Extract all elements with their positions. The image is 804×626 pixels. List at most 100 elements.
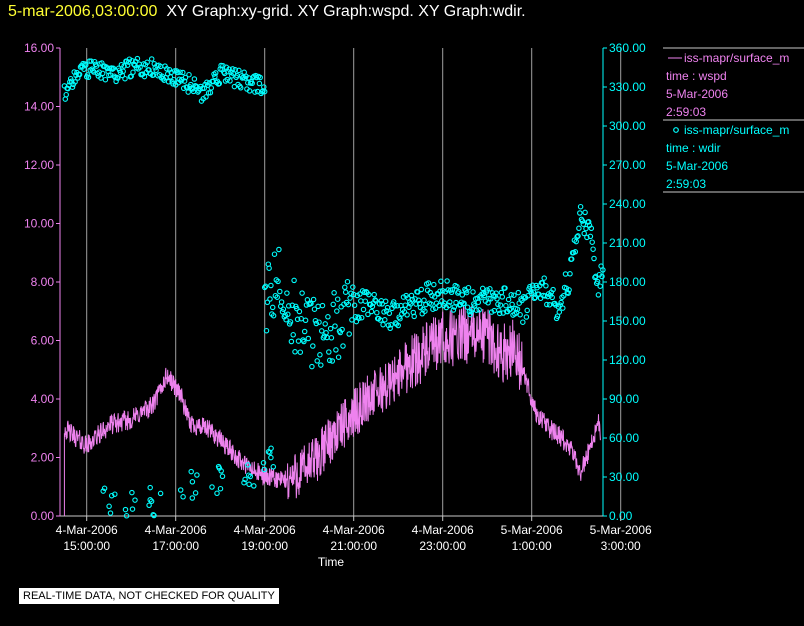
wdir-point [549, 294, 555, 301]
wdir-point [212, 73, 218, 80]
wdir-point [237, 85, 244, 91]
timestamp: 5-mar-2006,03:00:00 [8, 3, 158, 20]
wdir-point [126, 56, 133, 62]
wdir-point [556, 309, 563, 315]
wdir-point [199, 85, 206, 92]
legend-wdir-time: 2:59:03 [666, 177, 706, 191]
legend-wdir-var: time : wdir [666, 141, 721, 155]
wdir-point [444, 278, 450, 284]
wdir-point [280, 306, 287, 312]
wdir-point [318, 362, 324, 368]
wdir-point [83, 62, 89, 68]
wdir-point [374, 309, 380, 316]
wdir-point [122, 506, 129, 513]
wdir-point [315, 303, 321, 310]
wdir-point [358, 314, 365, 321]
wdir-point [69, 84, 76, 90]
wdir-point [502, 285, 508, 291]
wdir-point [463, 289, 470, 296]
wdir-point [311, 306, 318, 312]
wdir-point [508, 292, 514, 298]
wdir-point [322, 321, 328, 327]
wdir-point [499, 294, 506, 300]
x-tick-date: 4-Mar-2006 [323, 523, 385, 537]
wdir-point [171, 76, 177, 83]
y-left-tick-label: 14.00 [24, 100, 54, 114]
x-tick-time: 1:00:00 [512, 539, 552, 553]
x-tick-date: 4-Mar-2006 [412, 523, 474, 537]
x-tick-time: 15:00:00 [63, 539, 110, 553]
wdir-point [382, 298, 389, 305]
wdir-point [537, 295, 544, 302]
wdir-point [360, 306, 367, 313]
wdir-point [387, 325, 393, 332]
wdir-point [304, 297, 311, 303]
wdir-point [475, 299, 482, 306]
wdir-point [326, 357, 333, 364]
x-ticks: 4-Mar-2006 15:00:00 4-Mar-2006 17:00:00 4-Ma… [56, 516, 652, 553]
wdir-point [509, 301, 515, 308]
wdir-point [247, 473, 254, 480]
wdir-point [572, 249, 579, 255]
wdir-point [165, 79, 172, 85]
wdir-point [264, 299, 271, 306]
wdir-point [429, 292, 435, 299]
wdir-point [268, 454, 274, 461]
y-right-ticks: 0.0030.0060.0090.00120.00150.00180.00210… [603, 41, 646, 523]
wdir-point [600, 267, 606, 273]
wdir-point [488, 309, 495, 315]
wdir-point [350, 284, 356, 290]
wdir-point [107, 510, 114, 516]
y-left-tick-label: 8.00 [31, 275, 55, 289]
wdir-point [257, 74, 263, 81]
wdir-point [120, 68, 126, 75]
wdir-point [262, 283, 269, 290]
wdir-point [319, 302, 326, 309]
wdir-point [134, 55, 141, 62]
wdir-point [308, 300, 314, 307]
wdir-point [599, 273, 605, 280]
wdir-point [123, 513, 130, 519]
wdir-point [454, 283, 460, 290]
wdir-point [109, 66, 116, 72]
wdir-point [302, 317, 309, 324]
x-tick-time: 23:00:00 [419, 539, 466, 553]
wdir-point [219, 473, 226, 480]
wdir-point [587, 233, 594, 240]
wdir-point [227, 78, 233, 84]
wdir-point [67, 75, 74, 82]
wdir-point [283, 316, 289, 323]
wdir-point [297, 349, 304, 355]
wdir-point [418, 286, 425, 293]
wdir-point [284, 290, 290, 296]
wdir-point [110, 65, 117, 72]
wdir-point [335, 354, 342, 360]
wdir-point [346, 331, 352, 337]
wdir-point [186, 71, 192, 78]
wdir-point [261, 466, 268, 473]
wdir-point [560, 305, 566, 311]
wdir-point [301, 328, 308, 335]
wdir-point [189, 495, 196, 501]
wdir-point [382, 317, 388, 323]
wdir-point [413, 301, 419, 307]
wdir-point [479, 285, 486, 292]
wdir-point [401, 309, 408, 315]
wdir-point [379, 301, 385, 307]
wdir-point [455, 288, 462, 295]
wdir-point [348, 290, 354, 297]
wdir-point [313, 320, 320, 327]
wdir-point [588, 225, 595, 232]
wdir-point [269, 304, 276, 311]
wdir-point [581, 230, 587, 237]
wdir-point [246, 88, 253, 94]
wdir-point [493, 290, 499, 296]
wdir-point [582, 209, 588, 216]
wdir-point [112, 491, 118, 497]
wdir-point [263, 327, 270, 334]
wdir-point [241, 479, 247, 486]
wdir-point [484, 287, 490, 293]
wdir-point [464, 304, 471, 310]
wdir-point [129, 489, 135, 496]
wdir-point [495, 301, 501, 308]
